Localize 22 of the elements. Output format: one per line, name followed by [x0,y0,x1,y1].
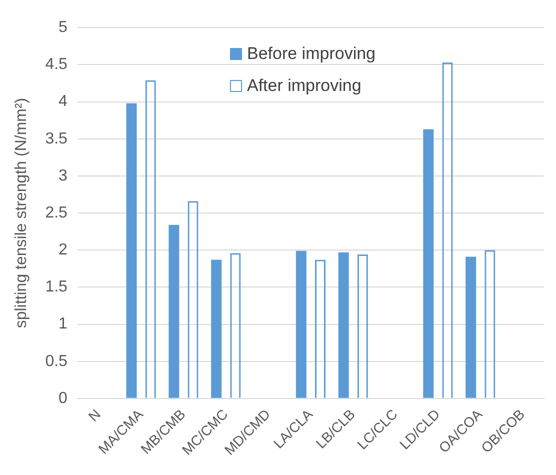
y-tick-label: 1 [58,316,68,333]
y-tick-label: 2 [58,242,68,259]
bar [423,129,434,398]
y-tick-label: 4 [58,93,68,110]
y-tick-label: 5 [58,19,68,36]
y-tick-label: 0.5 [45,352,68,370]
bar [126,103,137,398]
bar [211,260,222,398]
y-tick-label: 0 [58,390,68,407]
y-tick-label: 3 [58,167,68,184]
legend-label: After improving [247,75,362,97]
y-tick-label: 4.5 [45,56,68,74]
x-tick-label: N [85,406,104,424]
legend-label: Before improving [247,43,376,65]
bar [338,252,349,398]
y-axis-title: splitting tensile strength (N/mm²) [13,98,30,328]
bar [466,256,476,398]
bar [168,224,180,398]
y-tick-label: 3.5 [45,130,68,148]
y-tick-label: 2.5 [45,204,68,222]
bar [296,250,306,398]
y-tick-label: 1.5 [45,278,68,296]
